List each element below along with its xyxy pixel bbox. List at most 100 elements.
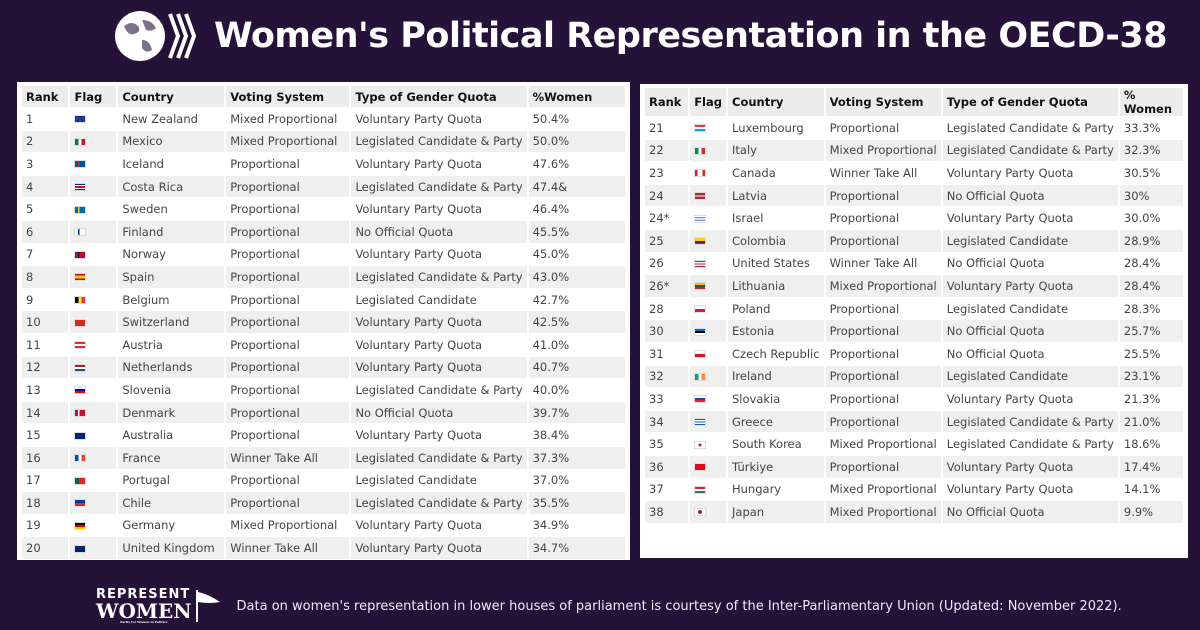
flag-cell (690, 275, 726, 297)
table-row: 24* Israel Proportional Voluntary Party Quo… (645, 207, 1183, 229)
percent-women-cell: 37.3% (528, 446, 625, 469)
flag-cell (70, 130, 117, 153)
flag-co-icon (694, 237, 707, 246)
voting-system-cell: Proportional (230, 473, 300, 488)
country-cell: Colombia (728, 229, 824, 252)
country-cell: France (118, 446, 225, 469)
column-header-country: Country (118, 86, 225, 107)
rank-cell: 9 (26, 292, 34, 307)
table-row: 17 Portugal Proportional Legislated Candida… (22, 470, 625, 492)
column-header-flag: Flag (70, 86, 117, 107)
rank-cell: 19 (26, 518, 41, 533)
country-cell: Israel (732, 211, 764, 226)
table-row: 34 Greece Proportional Legislated Candidate… (645, 410, 1183, 433)
flag-cell (690, 501, 726, 523)
flag-cell (70, 266, 117, 288)
table-row: 28 Poland Proportional Legislated Candidate… (645, 298, 1183, 320)
percent-women-cell: 28.4% (1123, 256, 1161, 271)
rank-cell: 21 (649, 120, 664, 135)
percent-women-cell: 18.6% (1123, 437, 1161, 452)
table-row: 33 Slovakia Proportional Voluntary Party Qu… (645, 388, 1183, 410)
gender-quota-cell: No Official Quota (351, 220, 527, 243)
table-row: 4 Costa Rica Proportional Legislated Candid… (22, 175, 625, 198)
country-cell: Hungary (732, 482, 782, 497)
percent-women-cell: 17.4% (1119, 455, 1183, 478)
flag-se-icon (74, 205, 87, 214)
rank-cell: 33 (649, 391, 664, 406)
percent-women-cell: 41.0% (532, 337, 570, 352)
flag-cell (690, 433, 726, 455)
rank-cell: 34 (645, 410, 689, 433)
gender-quota-cell: Voluntary Party Quota (351, 356, 527, 379)
voting-system-cell: Mixed Proportional (230, 111, 338, 126)
gender-quota-cell: No Official Quota (942, 501, 1118, 523)
voting-system-cell: Winner Take All (226, 537, 350, 559)
table-row: 20 United Kingdom Winner Take All Voluntary… (22, 537, 625, 559)
table-row: 18 Chile Proportional Legislated Candidate … (22, 492, 625, 514)
flag-es-icon (74, 273, 87, 282)
table-row: 10 Switzerland Proportional Voluntary Party… (22, 311, 625, 333)
flag-be-icon (74, 296, 87, 305)
footer: REPRESENT WOMEN Parity for Women in Poli… (96, 588, 1122, 624)
voting-system-cell: Mixed Proportional (825, 501, 941, 523)
flag-cell (70, 175, 117, 198)
gender-quota-cell: Legislated Candidate & Party (946, 437, 1114, 452)
country-cell: Türkiye (728, 455, 824, 478)
voting-system-cell: Proportional (226, 220, 350, 243)
country-cell: Iceland (122, 156, 164, 171)
rank-cell: 15 (26, 428, 41, 443)
column-header-type-of-gender-quota: Type of Gender Quota (351, 86, 527, 107)
percent-women-cell: 38.4% (532, 428, 570, 443)
flag-cell (70, 492, 117, 514)
voting-system-cell: Proportional (226, 266, 350, 288)
table-row: 7 Norway Proportional Voluntary Party Quota… (22, 244, 625, 266)
rank-cell: 5 (26, 202, 34, 217)
rank-cell: 22 (645, 139, 689, 162)
rank-cell: 7 (26, 247, 34, 262)
gender-quota-cell: Voluntary Party Quota (942, 275, 1118, 297)
gender-quota-cell: Voluntary Party Quota (946, 391, 1074, 406)
flag-cl-icon (74, 499, 87, 508)
page-header: Women's Political Representation in the … (112, 6, 1168, 66)
country-cell: Lithuania (728, 275, 824, 297)
flag-jp-icon (694, 508, 707, 517)
flag-nl-icon (74, 363, 87, 372)
gender-quota-cell: Voluntary Party Quota (355, 156, 483, 171)
flag-cell (70, 244, 116, 266)
voting-system-cell: Mixed Proportional (829, 482, 937, 497)
country-cell: Norway (122, 247, 166, 262)
voting-system-cell: Proportional (226, 356, 350, 379)
flag-cell (70, 334, 116, 356)
gender-quota-cell: Legislated Candidate & Party (355, 382, 523, 397)
country-cell: United States (732, 256, 810, 271)
gender-quota-cell: Voluntary Party Quota (355, 428, 483, 443)
column-header--women: %Women (528, 86, 625, 107)
country-cell: Canada (732, 165, 776, 180)
rank-cell: 16 (22, 446, 69, 469)
rank-cell: 28 (649, 301, 664, 316)
country-cell: New Zealand (122, 111, 198, 126)
flag-cell (70, 446, 117, 469)
voting-system-cell: Proportional (230, 156, 300, 171)
gender-quota-cell: Legislated Candidate & Party (946, 120, 1114, 135)
flag-ie-icon (694, 372, 707, 381)
rank-cell: 24 (645, 184, 689, 207)
flag-cell (690, 117, 726, 139)
rank-cell: 8 (22, 266, 69, 288)
country-cell: Latvia (728, 184, 824, 207)
ranking-table-left: Rank Flag Country Voting System Type of Gend… (17, 82, 630, 560)
country-cell: Germany (122, 518, 176, 533)
percent-women-cell: 25.5% (1123, 346, 1161, 361)
voting-system-cell: Proportional (226, 401, 350, 424)
percent-women-cell: 34.7% (528, 537, 625, 559)
percent-women-cell: 30.0% (1123, 211, 1161, 226)
table-row: 12 Netherlands Proportional Voluntary Party… (22, 356, 625, 379)
percent-women-cell: 47.4& (528, 175, 625, 198)
flag-cell (690, 410, 726, 433)
flag-cell (690, 229, 726, 252)
rank-cell: 23 (649, 165, 664, 180)
table-row: 19 Germany Mixed Proportional Voluntary Par… (22, 515, 625, 537)
voting-system-cell: Mixed Proportional (226, 130, 350, 153)
column-header-country: Country (728, 88, 824, 116)
country-cell: Estonia (728, 320, 824, 342)
